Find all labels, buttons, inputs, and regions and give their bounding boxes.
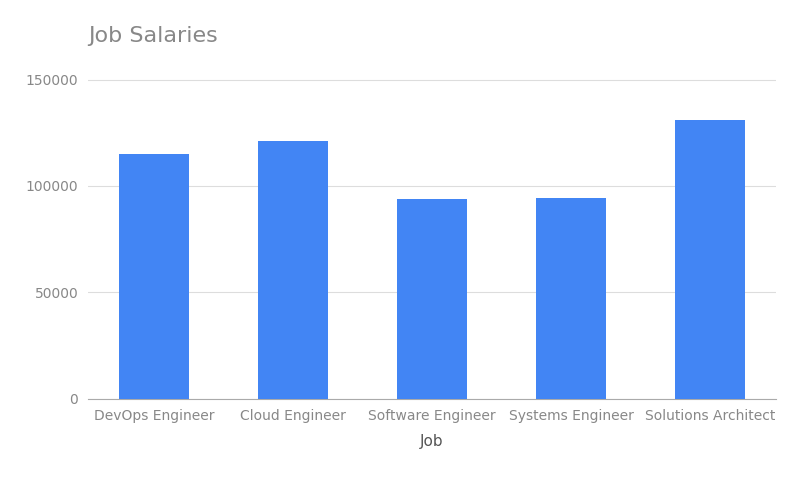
Bar [258, 141, 328, 399]
Bar [398, 199, 466, 399]
Bar [675, 120, 745, 399]
Text: Job Salaries: Job Salaries [88, 26, 218, 46]
Bar [536, 198, 606, 399]
X-axis label: Job: Job [420, 434, 444, 449]
Bar [119, 154, 189, 399]
